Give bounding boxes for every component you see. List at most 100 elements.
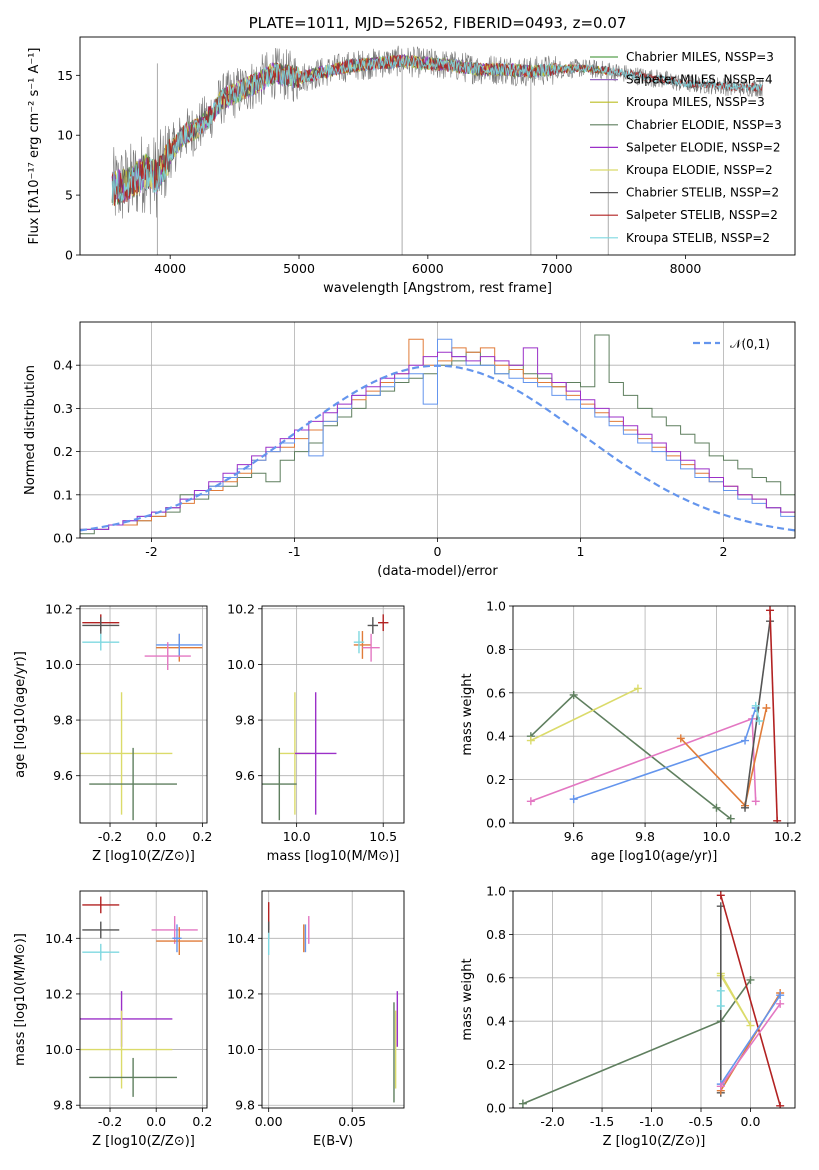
y-tick-label: 9.8 [235,713,255,728]
marker [776,999,785,1008]
marker [776,1101,785,1108]
x-tick-label: -0.2 [98,829,122,844]
panel-0: 4000 5000 6000 7000 8000 0 5 10 15 wavelength [An… [27,14,796,296]
axes-frame [261,890,405,1109]
mass-weight-line [720,1003,781,1087]
x-tick-label: -2.0 [540,1114,564,1129]
x-tick-label: 9.6 [564,829,584,844]
mass-weight-line [522,979,752,1105]
axes-frame [512,890,796,1109]
y-tick-label: 10.0 [45,657,73,672]
marker [716,891,725,900]
y-tick-label: 0.8 [486,927,506,942]
x-tick-label: 10.0 [283,829,311,844]
legend-entry: Kroupa ELODIE, NSSP=2 [626,163,773,177]
x-tick-label: 10.0 [703,829,731,844]
y-axis-label: mass [log10(M/M⊙)] [13,933,28,1066]
x-tick-label: 0.0 [146,1114,166,1129]
x-axis-label: Z [log10(Z/Z⊙)] [603,1134,706,1149]
marker [712,803,721,812]
model-line [111,55,763,204]
x-axis-label: wavelength [Angstrom, rest frame] [323,281,552,296]
plot-area [111,45,763,255]
histogram-series [80,347,795,538]
y-tick-label: 0.1 [53,487,73,502]
marker [762,703,771,712]
y-tick-label: 9.8 [53,713,73,728]
plot-area [80,614,203,821]
panel-4: 9.6 9.8 10.0 10.2 0.0 0.2 0.4 0.6 0.8 1.0 age [log… [460,599,802,865]
legend-entry: Salpeter MILES, NSSP=4 [626,73,773,87]
x-tick-label: 7000 [541,261,573,276]
y-axis-label: Flux [fλ10⁻¹⁷ erg cm⁻² s⁻¹ A⁻¹] [27,48,42,245]
panel-7: -2.0 -1.5 -1.0 -0.5 0.0 0.0 0.2 0.4 0.6 0.8 1.0 Z [… [460,884,796,1149]
marker [766,606,775,615]
x-tick-label: 0.0 [741,1114,761,1129]
x-axis-label: mass [log10(M/M⊙)] [267,849,400,864]
x-axis-label: Z [log10(Z/Z⊙)] [92,849,195,864]
marker [569,690,578,699]
marker [526,736,535,745]
legend-entry: Kroupa MILES, NSSP=3 [626,95,765,109]
legend-entry: Chabrier ELODIE, NSSP=3 [626,118,782,132]
marker [741,736,750,745]
mass-weight-line [573,707,757,800]
plot-area [267,902,399,1103]
y-axis-label: age [log10(age/yr)] [13,651,28,778]
mass-weight-line [720,994,781,1085]
y-tick-label: 10.2 [45,986,73,1001]
y-tick-label: 10.4 [45,931,73,946]
mass-weight-line [720,973,752,1026]
marker [716,1002,725,1011]
y-tick-label: 10.2 [45,601,73,616]
marker [755,717,764,726]
panel-3: 10.0 10.5 9.6 9.8 10.0 10.2 mass [log10(M/M⊙)] [227,601,405,864]
axes-frame [79,36,796,256]
y-tick-label: 0.2 [486,772,506,787]
y-tick-label: 1.0 [486,884,506,899]
y-tick-label: 0.2 [53,444,73,459]
y-tick-label: 9.6 [53,768,73,783]
y-tick-label: 0.3 [53,401,73,416]
x-tick-label: -1.5 [590,1114,614,1129]
plot-area [80,896,203,1097]
y-tick-label: 10.4 [227,931,255,946]
y-tick-label: 9.8 [235,1098,255,1113]
y-tick-label: 0.6 [486,970,506,985]
marker [773,816,782,823]
panel-1: -2 -1 0 1 2 0.0 0.1 0.2 0.3 0.4 (data-model)/error… [23,321,796,579]
y-tick-label: 9.6 [235,768,255,783]
y-tick-label: 0.0 [53,531,73,546]
x-axis-label: (data-model)/error [377,564,498,579]
y-tick-label: 0.0 [486,1101,506,1116]
marker [518,1099,527,1108]
marker [569,795,578,804]
legend-entry: Chabrier STELIB, NSSP=2 [626,186,779,200]
y-tick-label: 10.0 [45,1042,73,1057]
panel-5: -0.2 0.0 0.2 9.8 10.0 10.2 10.4 Z [log10(Z/Z⊙)]… [13,890,212,1149]
x-tick-label: -1.0 [639,1114,663,1129]
plot-area [80,334,795,538]
y-axis-label: mass weight [460,958,475,1040]
legend-entry: Salpeter ELODIE, NSSP=2 [626,140,781,154]
legend-entry: 𝒩(0,1) [730,337,770,351]
mass-weight-line [530,687,639,742]
marker [751,797,760,806]
x-tick-label: 0.05 [338,1114,366,1129]
y-tick-label: 10.2 [227,986,255,1001]
x-tick-label: 0.00 [255,1114,283,1129]
x-axis-label: Z [log10(Z/Z⊙)] [92,1134,195,1149]
marker [676,734,685,743]
y-tick-label: 15 [57,68,73,83]
y-tick-label: 5 [65,188,73,203]
normal-curve [80,364,795,532]
x-tick-label: 6000 [412,261,444,276]
axes-frame [79,321,796,539]
marker [751,701,760,710]
y-tick-label: 1.0 [486,599,506,614]
mass-weight-line [769,610,778,821]
x-tick-label: 9.8 [635,829,655,844]
x-tick-label: 4000 [154,261,186,276]
y-tick-label: 0.0 [486,816,506,831]
